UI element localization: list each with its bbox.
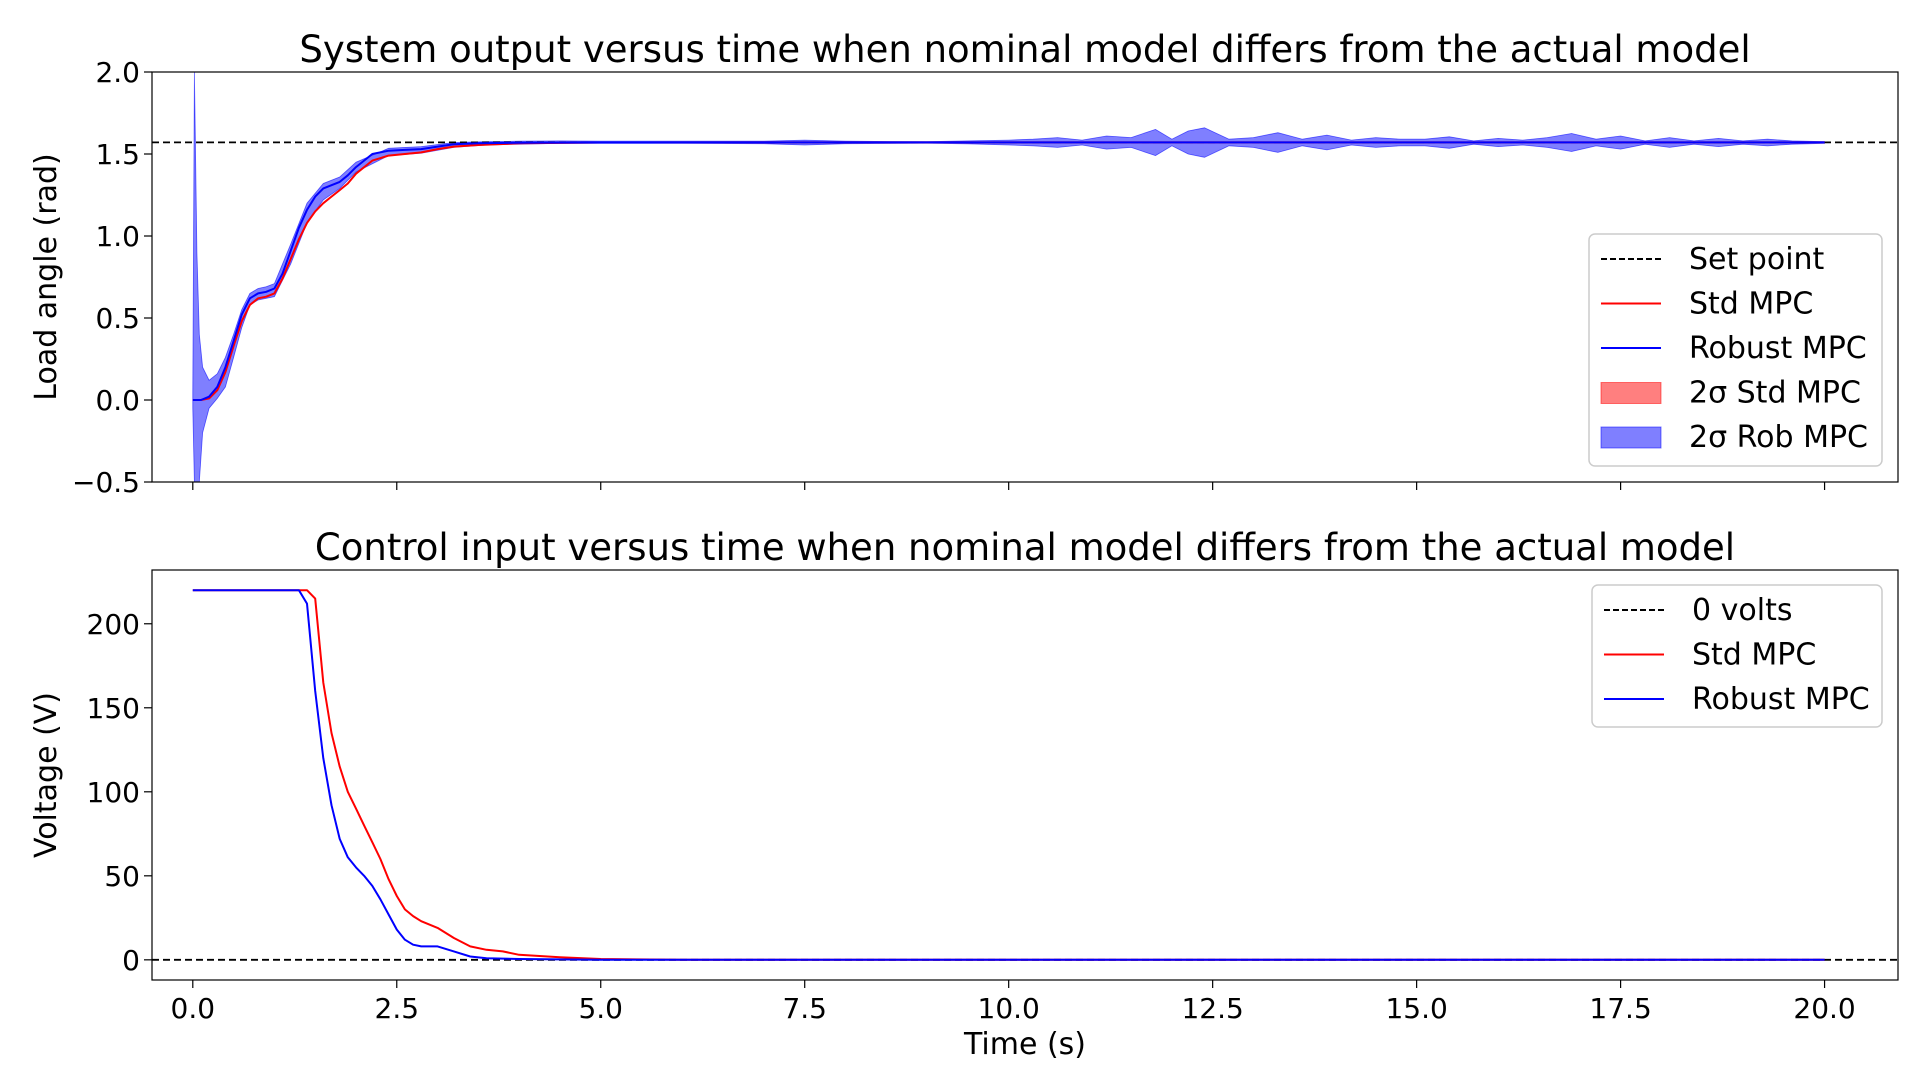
x-tick-label: 15.0 — [1385, 992, 1447, 1025]
x-tick-label: 20.0 — [1793, 992, 1855, 1025]
legend-label: Set point — [1689, 242, 1825, 277]
legend-swatch — [1600, 426, 1662, 449]
x-tick-label: 10.0 — [978, 992, 1040, 1025]
series-line-1 — [192, 589, 1825, 961]
legend-label: Robust MPC — [1692, 682, 1870, 717]
chart-title: System output versus time when nominal m… — [299, 28, 1750, 71]
legend: Set point Std MPC Robust MPC 2σ Std MPC 2σ R… — [1588, 233, 1883, 467]
top-axes: −0.5 0.0 0.5 1.0 1.5 2.0 System output versus … — [29, 28, 1899, 499]
axes-frame — [151, 71, 1899, 483]
legend-label: 2σ Std MPC — [1689, 376, 1861, 411]
plot-area — [152, 589, 1898, 961]
y-tick-label: 200 — [87, 608, 140, 641]
legend-label: Robust MPC — [1689, 331, 1867, 366]
series-line-0 — [192, 589, 1825, 961]
y-tick-label: 100 — [87, 776, 140, 809]
series-line-1 — [192, 141, 1825, 401]
band-0 — [192, 72, 1825, 482]
legend-label: Std MPC — [1692, 638, 1816, 673]
y-tick-label: 0 — [122, 944, 140, 977]
x-tick-label: 17.5 — [1589, 992, 1651, 1025]
x-tick-label: 2.5 — [375, 992, 420, 1025]
x-tick-label: 12.5 — [1181, 992, 1243, 1025]
y-axis-label: Voltage (V) — [29, 692, 64, 858]
chart-title: Control input versus time when nominal m… — [315, 526, 1735, 569]
plot-area — [152, 72, 1898, 482]
x-tick-label: 5.0 — [578, 992, 623, 1025]
axes-frame — [151, 569, 1899, 981]
legend-box — [1588, 233, 1883, 467]
series-line-0 — [192, 141, 1825, 401]
x-tick-label: 7.5 — [782, 992, 827, 1025]
x-tick-label: 0.0 — [171, 992, 216, 1025]
legend-label: 0 volts — [1692, 593, 1792, 628]
y-tick-label: 150 — [87, 692, 140, 725]
legend-box — [1591, 584, 1883, 728]
y-tick-label: 0.0 — [95, 384, 140, 417]
y-tick-label: −0.5 — [72, 466, 140, 499]
legend-label: Std MPC — [1689, 287, 1813, 322]
y-tick-label: 50 — [104, 860, 140, 893]
y-tick-label: 1.0 — [95, 220, 140, 253]
y-tick-label: 1.5 — [95, 138, 140, 171]
y-tick-label: 0.5 — [95, 302, 140, 335]
legend-swatch — [1600, 382, 1662, 404]
legend-label: 2σ Rob MPC — [1689, 420, 1868, 455]
legend: 0 volts Std MPC Robust MPC — [1591, 584, 1883, 728]
bottom-axes: 0.0 2.5 5.0 7.5 10.0 12.5 15.0 17.5 20.0 0 50 100 15… — [29, 526, 1899, 1062]
y-axis-label: Load angle (rad) — [29, 153, 64, 400]
x-axis-label: Time (s) — [963, 1027, 1086, 1062]
y-tick-label: 2.0 — [95, 56, 140, 89]
